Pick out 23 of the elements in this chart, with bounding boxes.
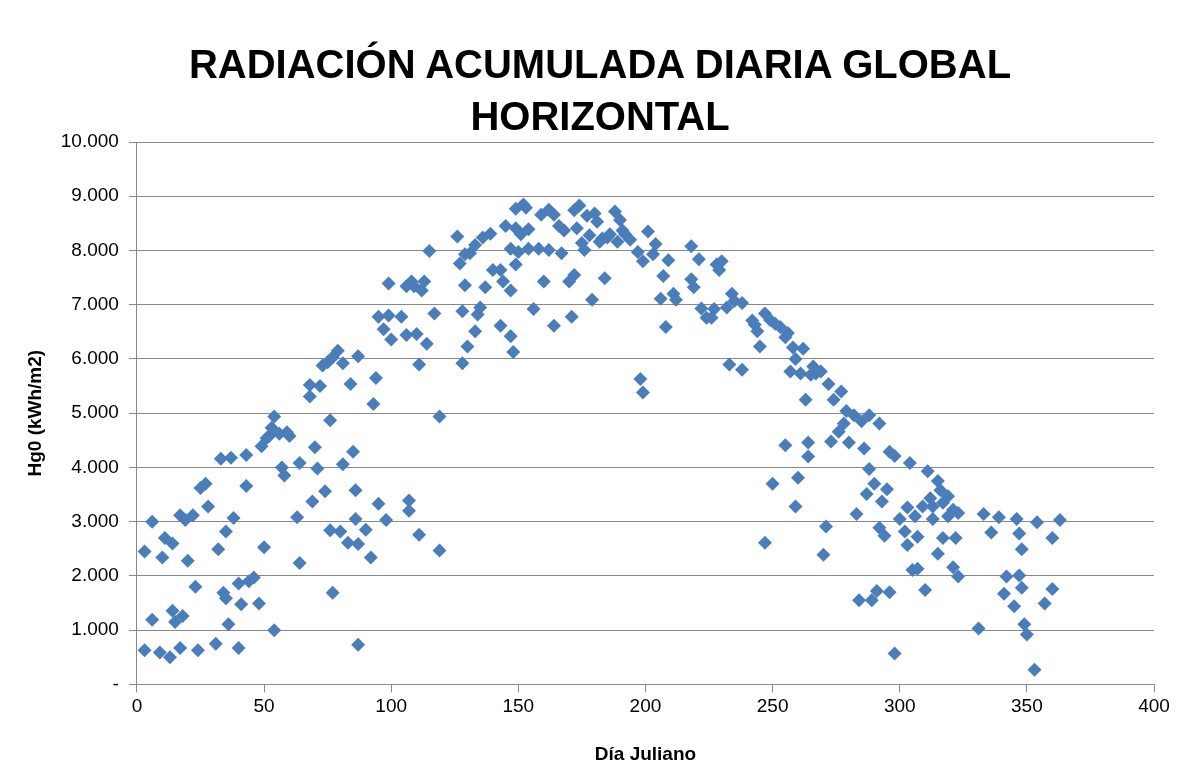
x-tick-label: 100	[375, 695, 408, 717]
x-tick-label: 150	[502, 695, 535, 717]
y-tick-label: 5.000	[71, 401, 119, 423]
x-tick-label: 250	[756, 695, 789, 717]
y-tick-label: 1.000	[71, 618, 119, 640]
y-tick-label: 2.000	[71, 564, 119, 586]
x-tick-label: 300	[883, 695, 916, 717]
y-tick-label: 10.000	[60, 130, 119, 152]
y-tick-label: -	[112, 672, 119, 694]
chart-title: RADIACIÓN ACUMULADA DIARIA GLOBAL HORIZONTAL	[187, 40, 1013, 140]
y-tick-label: 6.000	[71, 347, 119, 369]
x-axis-title: Día Juliano	[594, 742, 697, 764]
y-tick-label: 8.000	[71, 238, 119, 260]
y-axis-title: Hg0 (kWh/m2)	[23, 349, 45, 477]
y-tick-label: 3.000	[71, 509, 119, 531]
y-tick-label: 4.000	[71, 455, 119, 477]
x-tick-label: 400	[1138, 695, 1170, 717]
x-tick-label: 50	[253, 695, 275, 717]
y-tick-label: 7.000	[71, 292, 119, 314]
y-tick-label: 9.000	[71, 184, 119, 206]
x-tick-label: 200	[629, 695, 662, 717]
x-tick-label: 0	[131, 695, 143, 717]
x-tick-label: 350	[1011, 695, 1043, 717]
